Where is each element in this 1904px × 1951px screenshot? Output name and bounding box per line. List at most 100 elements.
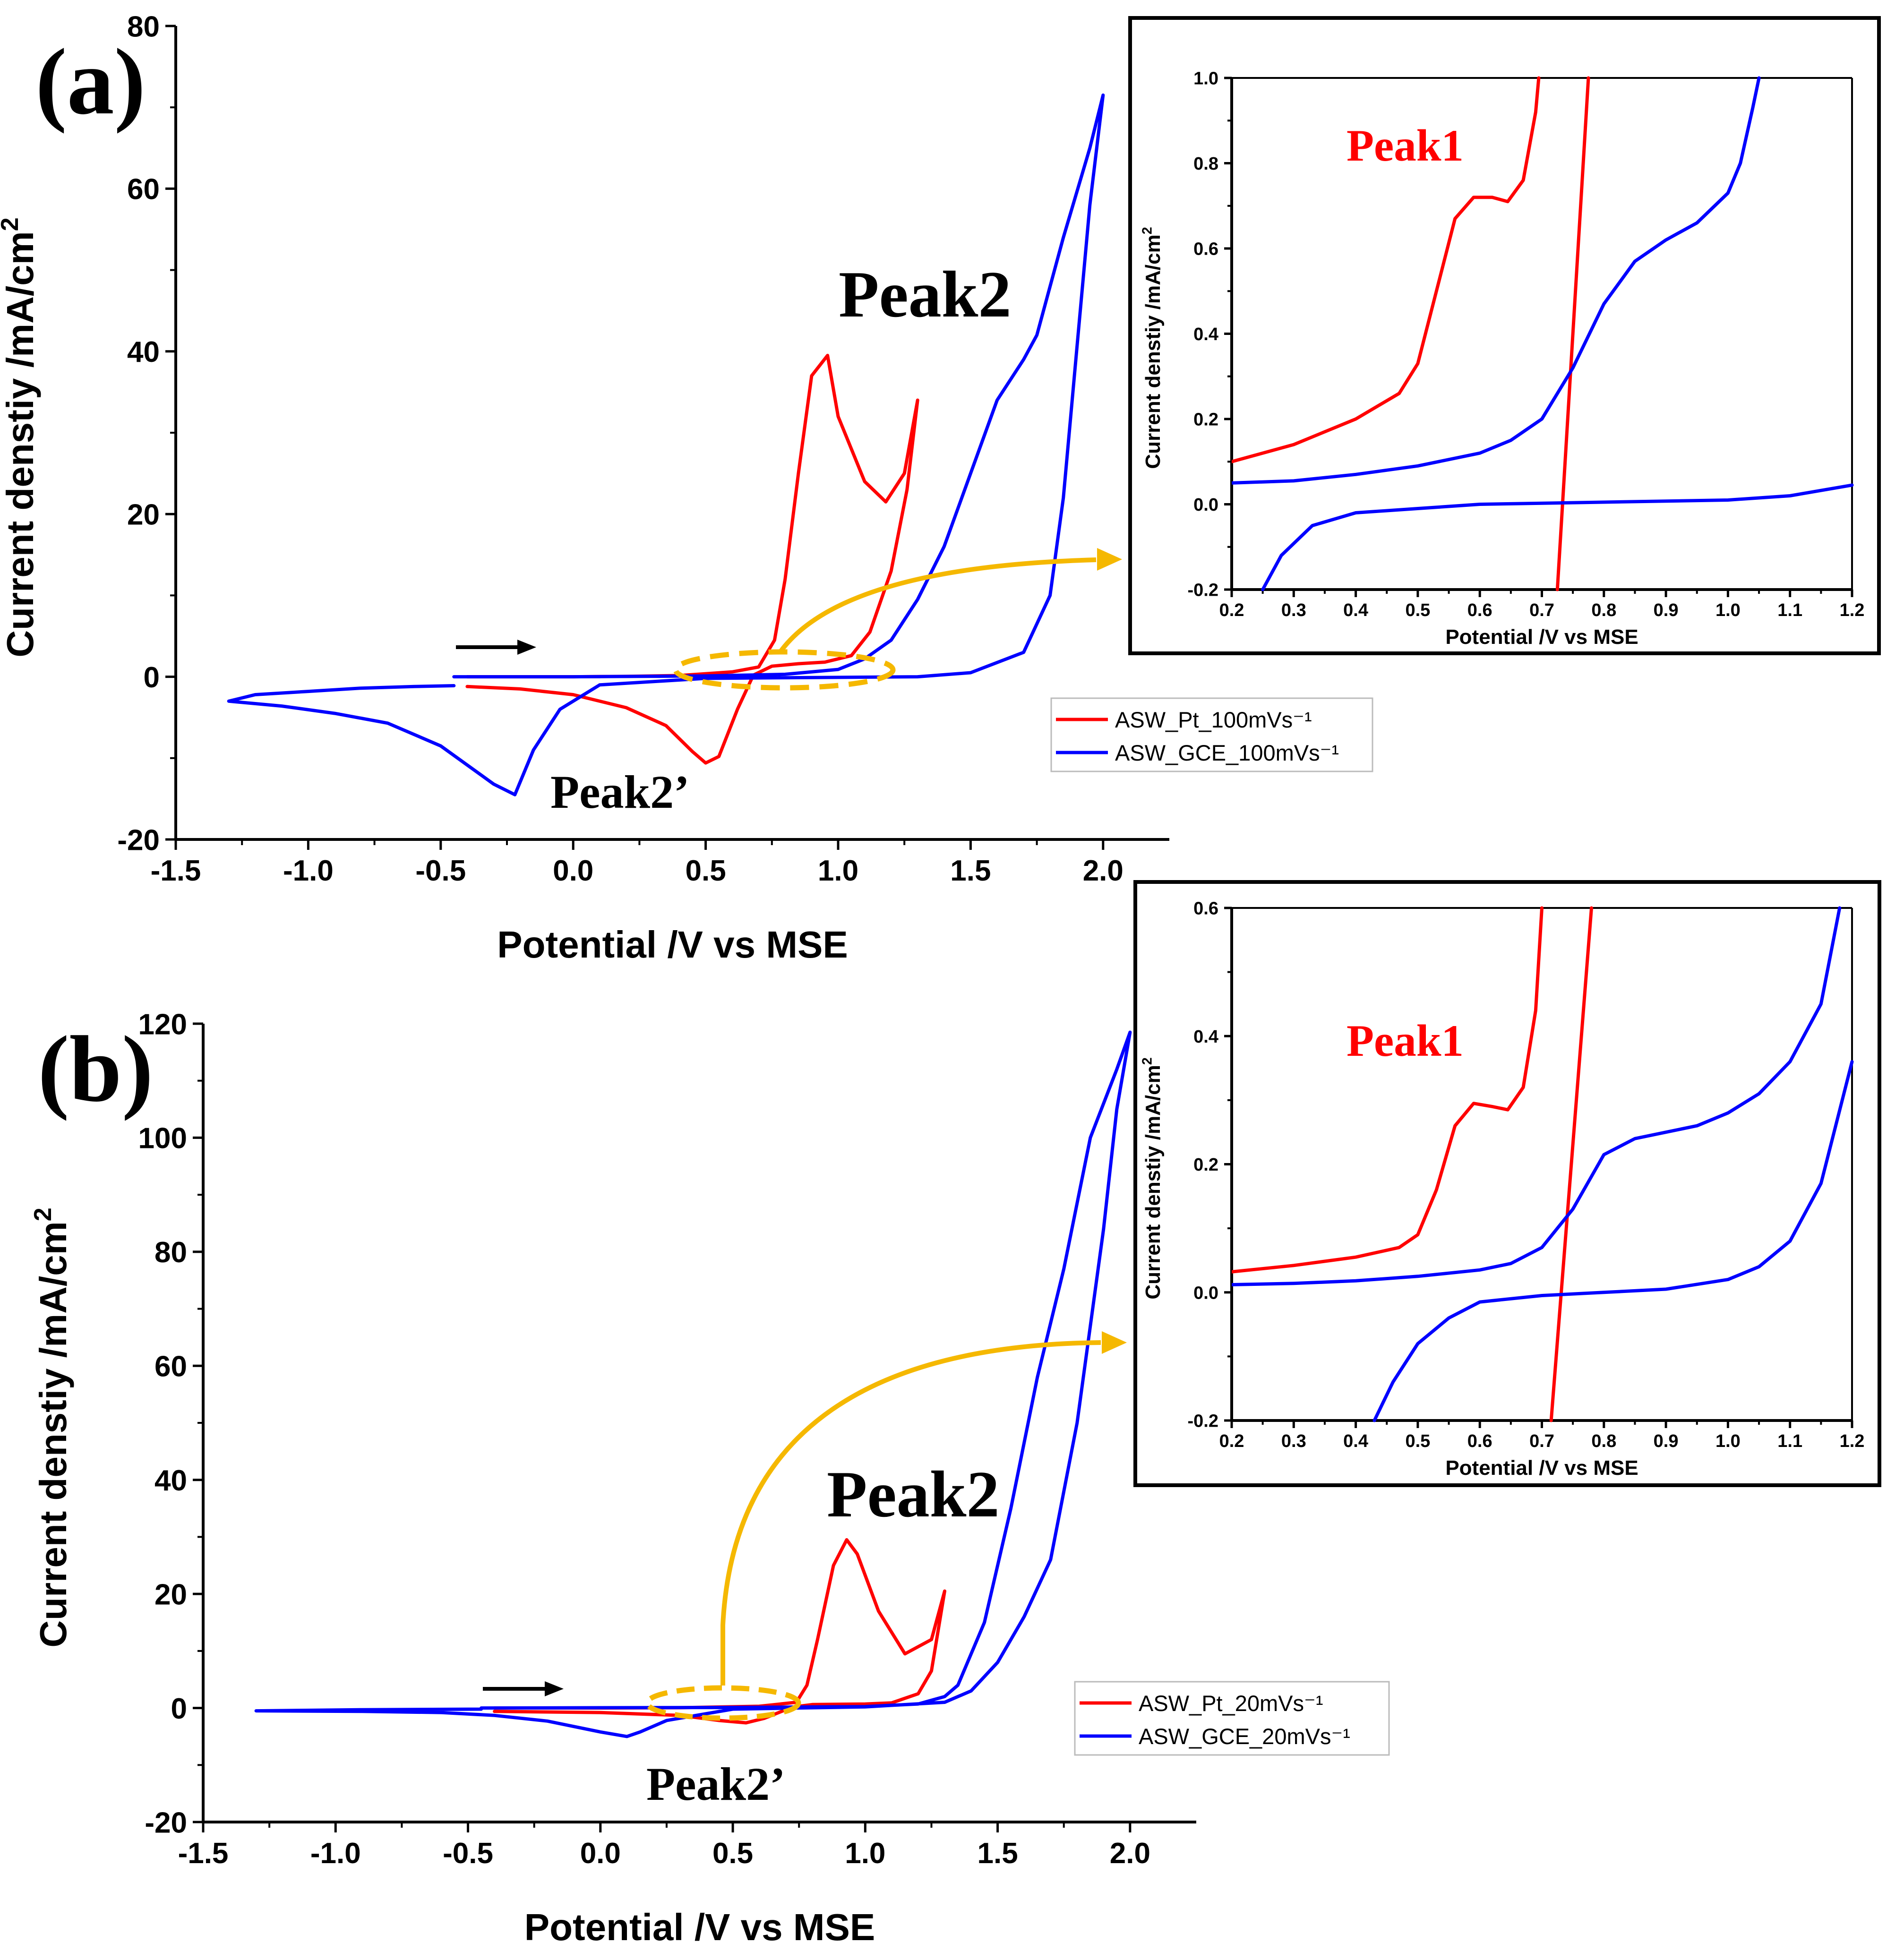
a_main-x-tick-label: -0.5 xyxy=(415,855,466,887)
a_main-y-tick-label: 20 xyxy=(127,499,160,531)
b-zoom-ellipse xyxy=(644,1685,801,1721)
a_main-y-tick-label: 80 xyxy=(127,10,160,43)
a_main-peak2-label: Peak2 xyxy=(839,258,1012,331)
a_inset-x-tick-label: 1.1 xyxy=(1777,600,1802,620)
b_inset-series-0 xyxy=(1232,906,1544,1274)
b_inset-x-tick-label: 1.2 xyxy=(1840,1431,1865,1451)
b_main-y-tick-label: 120 xyxy=(138,1008,187,1041)
b_main-x-tick-label: 0.5 xyxy=(712,1837,753,1870)
a_inset-peak1-label: Peak1 xyxy=(1347,120,1464,171)
b_inset-series-1 xyxy=(1549,906,1593,1422)
a_main-y-tick-label: -20 xyxy=(117,824,160,856)
a_main-y-label: Current denstiy /mA/cm2 xyxy=(0,217,41,657)
a_main-panel-label: (a) xyxy=(35,30,146,134)
b_main-x-tick-label: 1.5 xyxy=(977,1837,1018,1870)
b_main-series-1 xyxy=(254,1030,1132,1738)
b_inset-x-tick-label: 0.7 xyxy=(1529,1431,1554,1451)
a_inset-y-tick-label: 0.8 xyxy=(1193,154,1218,174)
b_inset-peak1-label: Peak1 xyxy=(1347,1016,1464,1066)
b_main-legend-label-0: ASW_Pt_20mVs⁻¹ xyxy=(1139,1691,1323,1716)
a_main-peak2-prime-label: Peak2’ xyxy=(550,766,689,818)
b_main-peak2-label: Peak2 xyxy=(827,1458,1000,1531)
b_main-legend-box xyxy=(1074,1681,1390,1756)
b_main-x-tick-label: 0.0 xyxy=(580,1837,621,1870)
b_inset-x-tick-label: 0.3 xyxy=(1281,1431,1306,1451)
a_inset-x-tick-label: 0.3 xyxy=(1281,600,1306,620)
a_inset-frame xyxy=(1128,16,1881,655)
a_main-x-tick-label: 1.5 xyxy=(950,855,991,887)
a_main-x-tick-label: 1.0 xyxy=(818,855,858,887)
a-zoom-ellipse xyxy=(673,649,896,691)
a_inset-y-label: Current denstiy /mA/cm2 xyxy=(1140,227,1165,469)
b_main-panel: -1.5 -1.0 -0.5 0.0 0.5 1.0 1.5 2.0 -20 0 20 40 60 80 1… xyxy=(29,1008,1390,1948)
b_inset-frame xyxy=(1133,880,1881,1487)
a_main-series-0 xyxy=(465,353,919,765)
a_main-panel: -1.5 -1.0 -0.5 0.0 0.5 1.0 1.5 2.0 -20 0 20 40 60 80 P… xyxy=(0,10,1373,966)
b_main-scan-arrow-head xyxy=(545,1681,564,1696)
b_main-x-tick-label: -0.5 xyxy=(443,1837,493,1870)
a_main-legend-label-0: ASW_Pt_100mVs⁻¹ xyxy=(1115,707,1312,732)
a_main-series-1 xyxy=(227,93,1105,796)
a_inset-y-tick-label: 1.0 xyxy=(1193,69,1218,89)
b_inset-panel: 0.2 0.3 0.4 0.5 0.6 0.7 0.8 0.9 1.0 1.1 1.2 -0.2 0.0… xyxy=(1133,880,1881,1487)
b_main-y-tick-label: 60 xyxy=(154,1351,187,1383)
b_inset-x-tick-label: 0.6 xyxy=(1467,1431,1492,1451)
a_inset-x-tick-label: 1.0 xyxy=(1715,600,1741,620)
a_main-x-tick-label: -1.0 xyxy=(283,855,334,887)
a_main-x-tick-label: 2.0 xyxy=(1083,855,1124,887)
a_inset-x-tick-label: 0.5 xyxy=(1405,600,1430,620)
b_main-legend-label-1: ASW_GCE_20mVs⁻¹ xyxy=(1139,1724,1350,1749)
b-zoom-indicator xyxy=(644,1331,1127,1721)
a_inset-x-tick-label: 0.7 xyxy=(1529,600,1554,620)
b_main-x-tick-label: 1.0 xyxy=(845,1837,885,1870)
a_main-x-tick-label: -1.5 xyxy=(151,855,201,887)
b_inset-y-tick-label: 0.0 xyxy=(1193,1283,1218,1303)
b_main-y-tick-label: 20 xyxy=(154,1578,187,1611)
a_inset-x-tick-label: 0.4 xyxy=(1343,600,1368,620)
b_inset-x-tick-label: 0.8 xyxy=(1591,1431,1616,1451)
a_main-scan-arrow-head xyxy=(517,640,536,655)
b_inset-y-label-superscript: 2 xyxy=(1140,1057,1155,1065)
a_main-legend-label-1: ASW_GCE_100mVs⁻¹ xyxy=(1115,740,1339,765)
a_inset-y-tick-label: 0.4 xyxy=(1193,325,1218,344)
b_main-peak2-prime-label: Peak2’ xyxy=(646,1758,785,1810)
a_inset-y-tick-label: 0.0 xyxy=(1193,495,1218,515)
a_inset-x-tick-label: 1.2 xyxy=(1840,600,1865,620)
a_inset-y-tick-label: 0.6 xyxy=(1193,240,1218,259)
b_inset-y-tick-label: -0.2 xyxy=(1188,1412,1218,1431)
a_inset-panel: 0.2 0.3 0.4 0.5 0.6 0.7 0.8 0.9 1.0 1.1 1.2 -0.2 0.0… xyxy=(1128,16,1881,655)
b_main-x-label: Potential /V vs MSE xyxy=(524,1906,875,1948)
b-zoom-arrowhead xyxy=(1102,1331,1127,1354)
a_main-y-tick-label: 60 xyxy=(127,173,160,206)
b_inset-series-3 xyxy=(1372,1060,1854,1422)
b_inset-y-tick-label: 0.6 xyxy=(1193,899,1218,919)
b_main-x-tick-label: 2.0 xyxy=(1110,1837,1150,1870)
a_inset-x-tick-label: 0.9 xyxy=(1654,600,1679,620)
a-zoom-arrow xyxy=(777,557,1097,654)
b_main-y-tick-label: -20 xyxy=(145,1806,187,1839)
b_inset-x-tick-label: 0.2 xyxy=(1219,1431,1244,1451)
a_main-x-label: Potential /V vs MSE xyxy=(497,924,848,966)
b_inset-x-tick-label: 0.4 xyxy=(1343,1431,1368,1451)
b_inset-y-tick-label: 0.4 xyxy=(1193,1027,1218,1047)
b_inset-x-tick-label: 0.9 xyxy=(1654,1431,1679,1451)
a_inset-series-2 xyxy=(1232,76,1761,485)
b_inset-y-label: Current denstiy /mA/cm2 xyxy=(1140,1057,1165,1299)
b_inset-series-2 xyxy=(1232,906,1842,1286)
b_main-x-tick-label: -1.0 xyxy=(310,1837,361,1870)
a_inset-series-0 xyxy=(1232,76,1541,463)
a_main-y-tick-label: 40 xyxy=(127,336,160,368)
a_inset-y-label-superscript: 2 xyxy=(1140,227,1155,234)
b_inset-x-label: Potential /V vs MSE xyxy=(1445,1456,1638,1480)
a_inset-x-tick-label: 0.6 xyxy=(1467,600,1492,620)
b_main-y-label-superscript: 2 xyxy=(29,1207,57,1221)
b_main-y-label: Current denstiy /mA/cm2 xyxy=(29,1207,74,1647)
a-zoom-arrowhead xyxy=(1097,548,1122,571)
a-zoom-indicator xyxy=(673,548,1122,691)
a_inset-x-label: Potential /V vs MSE xyxy=(1445,625,1638,649)
b_main-y-tick-label: 40 xyxy=(154,1464,187,1497)
b_main-panel-label: (b) xyxy=(38,1017,153,1121)
b_main-y-tick-label: 100 xyxy=(138,1122,187,1155)
b-zoom-arrow xyxy=(720,1340,1101,1686)
